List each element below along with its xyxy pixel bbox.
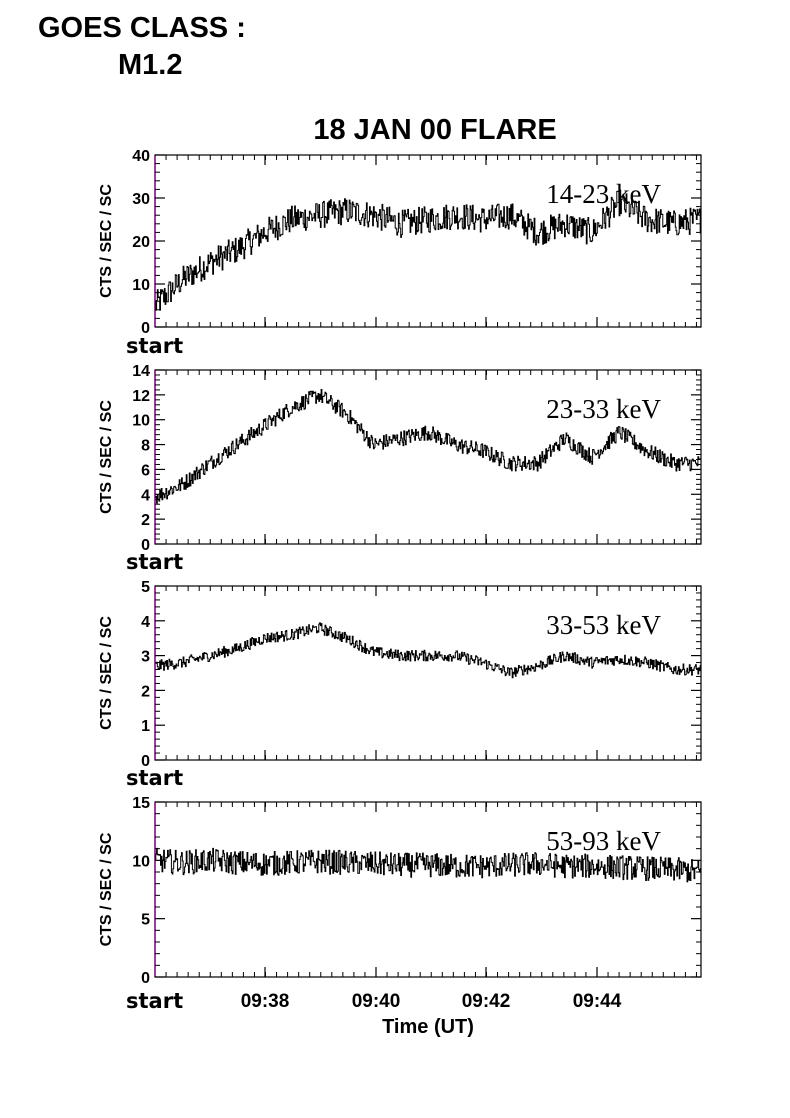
y-tick-label: 12 — [132, 388, 150, 405]
y-tick-label: 2 — [141, 512, 150, 529]
y-tick-label: 0 — [141, 753, 150, 770]
y-tick-label: 0 — [141, 970, 150, 987]
start-label: start — [126, 334, 183, 358]
y-axis-label: CTS / SEC / SC — [98, 616, 115, 730]
x-tick-label: 09:44 — [573, 991, 622, 1012]
y-tick-label: 10 — [132, 853, 150, 870]
y-tick-label: 0 — [141, 537, 150, 554]
goes-class-label: GOES CLASS : M1.2 — [38, 14, 246, 80]
start-label: start — [126, 766, 183, 790]
y-tick-label: 30 — [132, 191, 150, 208]
y-tick-label: 14 — [132, 363, 150, 380]
y-tick-label: 10 — [132, 413, 150, 430]
y-tick-label: 4 — [141, 487, 150, 504]
y-tick-label: 0 — [141, 320, 150, 337]
start-label: start — [126, 989, 183, 1013]
y-tick-label: 3 — [141, 649, 150, 666]
y-tick-label: 5 — [141, 579, 150, 596]
count-rate-trace — [155, 189, 702, 311]
y-tick-label: 5 — [141, 912, 150, 929]
y-tick-label: 40 — [132, 148, 150, 165]
count-rate-trace — [155, 622, 702, 679]
x-tick-label: 09:38 — [241, 991, 290, 1012]
y-axis-label: CTS / SEC / SC — [98, 832, 115, 946]
goes-class-heading: GOES CLASS : — [38, 12, 246, 44]
y-tick-label: 8 — [141, 438, 150, 455]
goes-class-value: M1.2 — [118, 49, 183, 81]
x-axis-label: Time (UT) — [382, 1016, 474, 1038]
y-axis-label: CTS / SEC / SC — [98, 400, 115, 514]
energy-band-label: 53-93 keV — [546, 826, 661, 856]
start-label: start — [126, 550, 183, 574]
count-rate-trace — [155, 847, 702, 883]
energy-band-label: 14-23 keV — [546, 179, 661, 209]
energy-band-label: 23-33 keV — [546, 394, 661, 424]
y-axis-label: CTS / SEC / SC — [98, 184, 115, 298]
y-tick-label: 6 — [141, 462, 150, 479]
y-tick-label: 15 — [132, 795, 150, 812]
y-tick-label: 4 — [141, 614, 150, 631]
y-tick-label: 10 — [132, 277, 150, 294]
y-tick-label: 1 — [141, 718, 150, 735]
y-tick-label: 20 — [132, 234, 150, 251]
count-rate-trace — [155, 389, 702, 504]
chart-title: 18 JAN 00 FLARE — [313, 114, 556, 146]
y-tick-label: 2 — [141, 683, 150, 700]
x-tick-label: 09:40 — [352, 991, 401, 1012]
energy-band-label: 33-53 keV — [546, 610, 661, 640]
x-tick-label: 09:42 — [462, 991, 511, 1012]
